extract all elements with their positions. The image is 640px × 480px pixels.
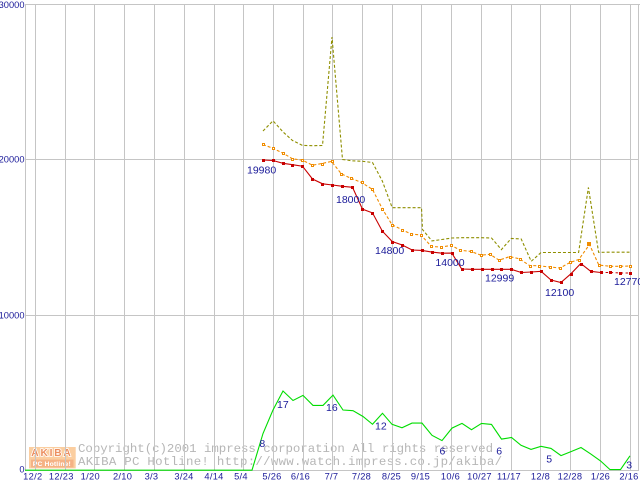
svg-text:12/8: 12/8 — [531, 472, 550, 480]
svg-text:2/16: 2/16 — [619, 472, 638, 480]
svg-text:17: 17 — [277, 399, 289, 411]
svg-text:7/28: 7/28 — [352, 472, 371, 480]
svg-text:12/2: 12/2 — [23, 472, 42, 480]
svg-text:3/24: 3/24 — [174, 472, 193, 480]
svg-text:10000: 10000 — [0, 311, 25, 321]
svg-text:5/4: 5/4 — [234, 472, 248, 480]
svg-text:1/26: 1/26 — [591, 472, 610, 480]
svg-text:AKIBA PC Hotline! http://www.: AKIBA PC Hotline! http://www.watch.impre… — [78, 455, 502, 469]
svg-text:30000: 30000 — [0, 0, 25, 10]
svg-text:7/7: 7/7 — [325, 472, 339, 480]
svg-text:0: 0 — [19, 465, 24, 475]
svg-text:18000: 18000 — [336, 194, 365, 206]
svg-text:6: 6 — [440, 446, 446, 458]
svg-text:5/26: 5/26 — [262, 472, 281, 480]
svg-text:Copyright(c)2001 impress corpo: Copyright(c)2001 impress corporation All… — [78, 442, 493, 456]
svg-text:12: 12 — [375, 421, 387, 433]
svg-text:19980: 19980 — [247, 165, 276, 177]
svg-text:2/10: 2/10 — [113, 472, 132, 480]
svg-text:8/25: 8/25 — [382, 472, 401, 480]
svg-text:14000: 14000 — [435, 257, 464, 269]
svg-text:12/28: 12/28 — [558, 472, 583, 480]
svg-text:4/14: 4/14 — [204, 472, 223, 480]
svg-text:12/23: 12/23 — [49, 472, 74, 480]
svg-text:20000: 20000 — [0, 155, 25, 165]
svg-text:14800: 14800 — [375, 245, 404, 257]
svg-text:AKIBA: AKIBA — [31, 448, 72, 459]
svg-text:6/16: 6/16 — [291, 472, 310, 480]
svg-text:12100: 12100 — [545, 287, 574, 299]
svg-text:9/15: 9/15 — [411, 472, 430, 480]
svg-text:12999: 12999 — [485, 272, 514, 284]
svg-text:8: 8 — [259, 438, 265, 450]
svg-text:16: 16 — [326, 402, 338, 414]
svg-text:12770: 12770 — [614, 276, 640, 288]
svg-text:1/20: 1/20 — [81, 472, 100, 480]
svg-text:3/3: 3/3 — [145, 472, 159, 480]
svg-text:6: 6 — [496, 446, 502, 458]
svg-text:10/27: 10/27 — [467, 472, 492, 480]
svg-text:PC Hotline!: PC Hotline! — [33, 461, 71, 468]
svg-text:3: 3 — [626, 460, 632, 472]
svg-text:5: 5 — [546, 453, 552, 465]
svg-text:11/17: 11/17 — [497, 472, 521, 480]
svg-text:10/6: 10/6 — [441, 472, 460, 480]
